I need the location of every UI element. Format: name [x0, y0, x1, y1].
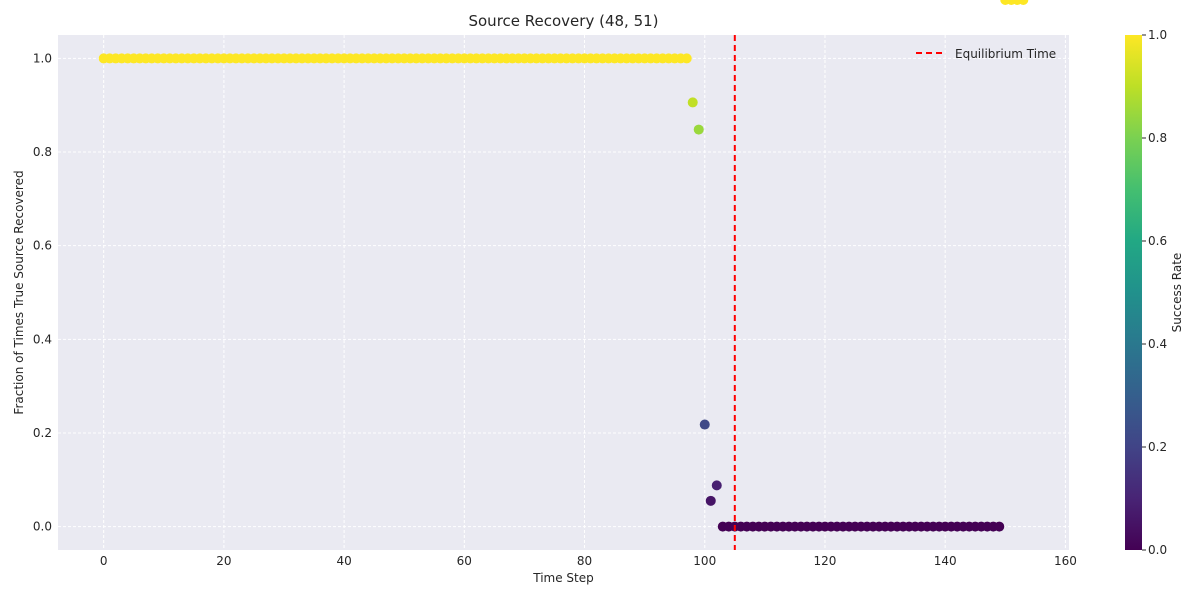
colorbar [1125, 35, 1142, 550]
y-axis-label: Fraction of Times True Source Recovered [12, 170, 26, 414]
colorbar-tick-label: 0.8 [1148, 131, 1167, 145]
y-tick-label: 0.2 [33, 426, 52, 440]
legend-label: Equilibrium Time [955, 47, 1056, 61]
chart-title: Source Recovery (48, 51) [468, 12, 658, 30]
x-tick-label: 140 [934, 554, 957, 568]
x-axis-label: Time Step [532, 571, 594, 585]
plot-background [58, 35, 1069, 550]
colorbar-tick-label: 1.0 [1148, 28, 1167, 42]
data-point [711, 480, 722, 491]
colorbar-ticks: 0.0 0.2 0.4 0.6 0.8 1.0 [1142, 28, 1167, 557]
x-tick-label: 100 [693, 554, 716, 568]
legend: Equilibrium Time [916, 47, 1056, 61]
data-point [687, 97, 698, 108]
y-tick-label: 0.6 [33, 239, 52, 253]
data-point [681, 53, 692, 64]
x-tick-label: 40 [336, 554, 351, 568]
data-point [693, 124, 704, 135]
colorbar-tick-label: 0.4 [1148, 337, 1167, 351]
y-tick-label: 0.4 [33, 332, 52, 346]
x-tick-label: 160 [1054, 554, 1077, 568]
y-tick-label: 0.8 [33, 145, 52, 159]
colorbar-label: Success Rate [1170, 253, 1184, 333]
x-tick-label: 80 [577, 554, 592, 568]
x-tick-label: 0 [100, 554, 108, 568]
x-axis-ticks: 0 20 40 60 80 100 120 140 160 [100, 554, 1077, 568]
data-point [1018, 0, 1029, 5]
data-points [98, 0, 1029, 532]
data-point [705, 495, 716, 506]
x-tick-label: 120 [814, 554, 837, 568]
colorbar-tick-label: 0.0 [1148, 543, 1167, 557]
data-point [994, 521, 1005, 532]
colorbar-tick-label: 0.2 [1148, 440, 1167, 454]
y-axis-ticks: 0.0 0.2 0.4 0.6 0.8 1.0 [33, 51, 52, 533]
y-tick-label: 0.0 [33, 520, 52, 534]
y-tick-label: 1.0 [33, 51, 52, 65]
colorbar-tick-label: 0.6 [1148, 234, 1167, 248]
x-tick-label: 60 [457, 554, 472, 568]
data-point [699, 419, 710, 430]
x-tick-label: 20 [216, 554, 231, 568]
